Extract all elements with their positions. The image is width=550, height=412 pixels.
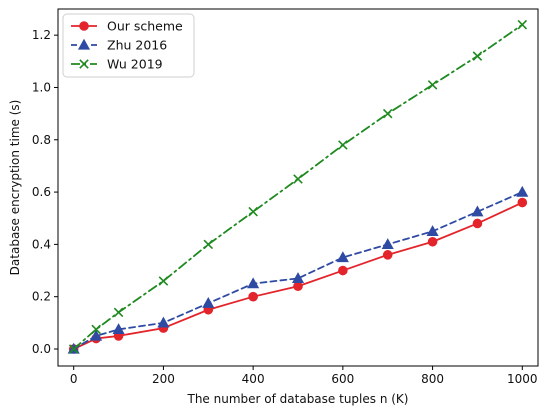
wu-2019-point [113,307,124,318]
our-scheme-point [248,291,258,302]
zhu-2016-point [77,38,91,50]
zhu-2016-point [291,272,305,284]
plot-frame [57,8,539,367]
zhu-2016-point [471,205,484,217]
x-marker-stroke [68,344,79,354]
our-scheme-point [517,197,528,208]
x-marker-stroke [517,19,528,30]
x-marker-stroke [382,108,393,119]
wu-2019-point [68,344,79,354]
wu-2019-point [382,108,393,119]
zhu-2016-point [202,297,215,308]
legend-box [62,13,195,78]
y-tick-label: 1.2 [32,28,51,42]
x-marker-stroke [472,51,483,61]
plot-layer [67,19,529,354]
wu-2019-point [248,206,258,217]
y-tick-label: 0.2 [32,290,51,304]
wu-2019-point [79,59,89,69]
our-scheme-point [382,250,393,260]
x-marker-stroke [91,324,101,335]
zhu-2016-point [336,251,349,263]
zhu-2016-point [112,323,125,335]
wu-2019-point [91,324,101,335]
x-marker-stroke [427,80,438,90]
zhu-2016-point [381,238,394,250]
x-tick-label: 0 [70,372,78,386]
x-marker-stroke [293,174,303,184]
y-tick-label: 0.4 [32,237,51,251]
our-scheme-point [338,265,348,276]
wu-2019-point [338,140,348,150]
our-scheme-point [427,236,438,247]
legend-label-0: Our scheme [107,19,183,34]
x-marker-stroke [203,239,214,250]
our-scheme-point [472,218,483,229]
x-marker-stroke [248,206,258,217]
y-tick-label: 0.0 [32,342,51,356]
x-marker-stroke [79,59,89,69]
zhu-2016-point [426,225,439,236]
x-axis-label: The number of database tuples n (K) [187,392,409,406]
legend: Our scheme Zhu 2016 Wu 2019 [62,13,195,78]
zhu-2016-point [516,185,529,197]
x-marker-stroke [158,276,169,286]
wu-2019-point [158,276,169,286]
our-scheme-point [293,281,303,292]
wu-2019-point [427,80,438,90]
legend-label-1: Zhu 2016 [107,38,167,53]
wu-2019-point [203,239,214,250]
zhu-2016-point [90,329,103,341]
x-tick-label: 400 [242,372,265,386]
legend-label-2: Wu 2019 [107,57,163,72]
x-tick-label: 1000 [507,372,538,386]
wu-2019-point [472,51,483,61]
y-axis-label: Database encryption time (s) [8,100,22,276]
x-marker-stroke [113,307,124,318]
zhu-2016-point [157,316,170,328]
zhu-2016-line [72,191,524,350]
wu-2019-point [293,174,303,184]
y-tick-label: 0.6 [32,185,51,199]
y-tick-label: 1.0 [32,80,51,94]
our-scheme-point [79,21,89,31]
axes-layer: 0 200 400 600 800 1000 0.0 0.2 0.4 0.6 0.8 1.0 1.2 [32,8,539,386]
x-tick-label: 600 [331,372,354,386]
wu-2019-point [517,19,528,30]
zhu-2016-point [247,277,260,289]
x-marker-stroke [338,140,348,150]
x-tick-label: 800 [421,372,444,386]
y-tick-label: 0.8 [32,133,51,147]
x-tick-label: 200 [152,372,175,386]
